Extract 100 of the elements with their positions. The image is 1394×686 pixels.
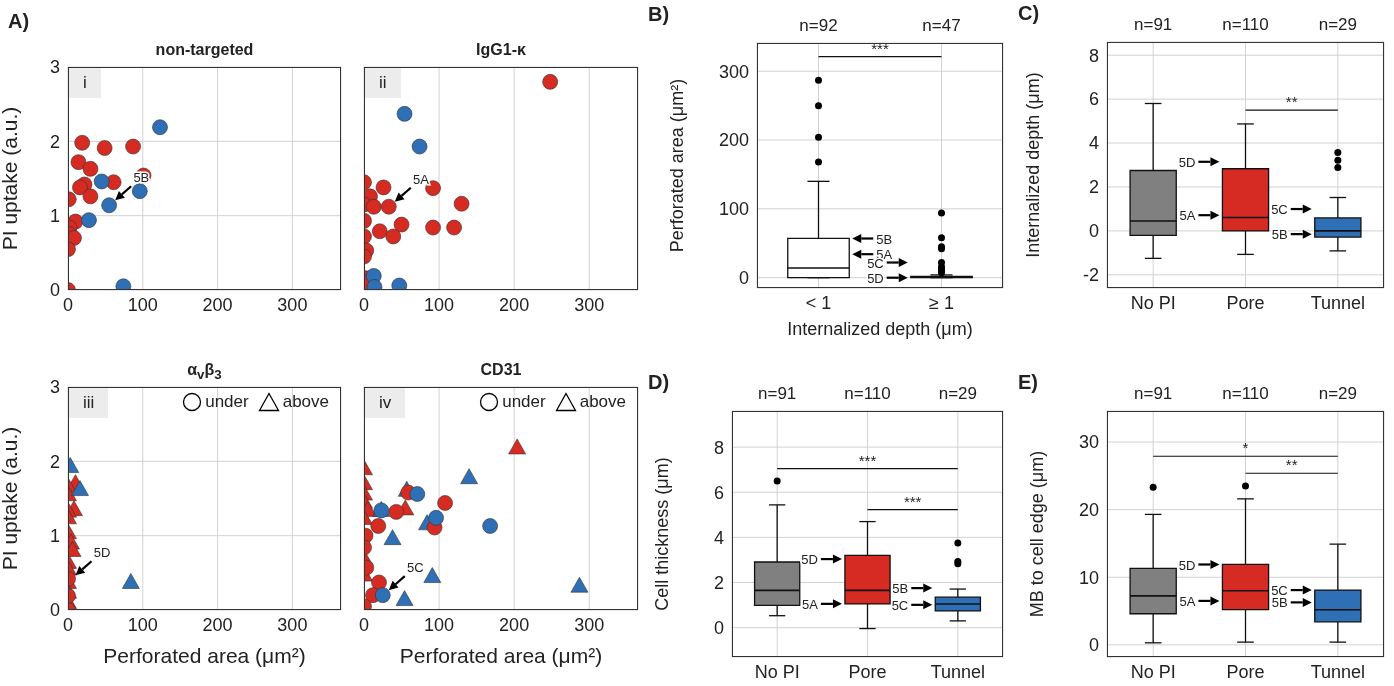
annotation: 5B [1271,227,1288,243]
text: n=110 [1222,15,1269,34]
text: n=29 [1318,384,1357,403]
annotation: above [579,392,626,412]
y-tick-label: 6 [1088,89,1099,110]
x-axis-title: Perforated area (μm²) [398,644,604,668]
y-axis-title: PI uptake (a.u.) [0,106,22,251]
x-tick-label: 200 [202,614,233,635]
y-tick-label: 4 [1088,133,1099,154]
x-tick-label: Pore [848,661,887,682]
annotation: i [69,68,101,98]
x-tick-label: No PI [1130,292,1176,313]
annotation: 5A [413,171,430,187]
y-tick-label: 200 [718,130,749,151]
x-tick-label: 300 [574,294,605,315]
text: n=91 [758,384,797,403]
x-tick-label: 200 [499,614,530,635]
chart-title: α$_{v}$β$_{3}$ [186,361,223,383]
chart-title: non-targeted [154,41,255,59]
x-axis-title: Perforated area (μm²) [102,644,307,668]
annotation: 5C [407,560,424,576]
text: n=29 [1318,15,1357,34]
x-tick-label: 0 [62,294,74,315]
text: n=29 [938,384,977,403]
y-axis-title: MB to cell edge (μm) [1027,450,1048,618]
annotation: 5B [892,581,909,597]
text: n=47 [922,16,961,35]
y-tick-label: 10 [1078,567,1099,588]
y-tick-label: 3 [49,377,60,398]
x-tick-label: 300 [277,614,308,635]
y-tick-label: 0 [1088,221,1099,242]
y-tick-label: 0 [49,600,60,621]
x-tick-label: 100 [127,294,158,315]
annotation: ** [1285,93,1298,111]
text: n=92 [799,16,838,35]
annotation: 5B [876,231,893,247]
annotation: * [1242,439,1249,457]
chart-title: E) [1018,371,1038,394]
text: n=91 [1134,384,1173,403]
x-tick-label: Tunnel [1310,292,1366,313]
y-axis-title: Cell thickness (μm) [652,457,673,611]
annotation: 5A [1179,208,1196,224]
annotation: above [282,392,329,412]
y-tick-label: 4 [713,527,724,548]
chart-title: IgG1-κ [475,41,527,59]
x-tick-label: 100 [127,614,158,635]
x-tick-label: 0 [62,614,74,635]
y-tick-label: 2 [713,572,724,593]
x-tick-label: 300 [277,294,308,315]
y-axis-title: Internalized depth (μm) [1023,72,1044,258]
y-tick-label: -2 [1082,265,1099,286]
x-tick-label: 0 [358,614,370,635]
chart-title: C) [1018,2,1040,25]
x-tick-label: No PI [754,661,800,682]
x-tick-label: 100 [424,614,455,635]
y-tick-label: 30 [1078,432,1099,453]
x-tick-label: 200 [499,294,530,315]
x-tick-label: Tunnel [1310,661,1366,682]
y-tick-label: 8 [713,437,724,458]
y-tick-label: 3 [49,57,60,78]
annotation: ii [365,68,401,98]
chart-title: B) [648,3,670,26]
annotation: 5C [891,597,909,613]
annotation: *** [871,39,889,57]
text: n=110 [844,384,891,403]
annotation: 5D [1178,154,1196,170]
x-tick-label: No PI [1130,661,1176,682]
x-tick-label: Tunnel [930,661,986,682]
y-tick-label: 2 [49,131,60,152]
x-tick-label: 300 [574,614,605,635]
annotation: iii [69,388,109,418]
y-tick-label: 1 [49,206,60,227]
annotation: 5A [802,596,819,612]
text: n=91 [1134,15,1173,34]
x-tick-label: Pore [1226,661,1265,682]
y-tick-label: 0 [738,268,749,289]
annotation: 5D [867,270,884,286]
y-tick-label: 0 [1088,635,1099,656]
y-axis-title: Perforated area (μm²) [667,78,688,253]
annotation: under [205,392,249,412]
annotation: 5A [1179,593,1196,609]
y-tick-label: 2 [49,451,60,472]
y-tick-label: 6 [713,482,724,503]
y-tick-label: 1 [49,526,60,547]
y-tick-label: 8 [1088,45,1099,66]
y-tick-label: 300 [718,61,749,82]
x-tick-label: 100 [424,294,455,315]
x-tick-label: Pore [1226,292,1265,313]
chart-title: D) [648,371,670,394]
annotation: *** [903,492,922,510]
x-tick-label: ≥ 1 [929,292,954,313]
annotation: 5D [801,552,818,568]
y-tick-label: 20 [1078,500,1099,521]
x-axis-title: Internalized depth (μm) [786,319,974,340]
annotation: iv [365,388,406,418]
text: n=110 [1222,384,1269,403]
chart-title: CD31 [479,361,523,379]
annotation: 5D [93,545,111,561]
annotation: 5D [1178,557,1196,573]
annotation: ** [1285,456,1298,474]
